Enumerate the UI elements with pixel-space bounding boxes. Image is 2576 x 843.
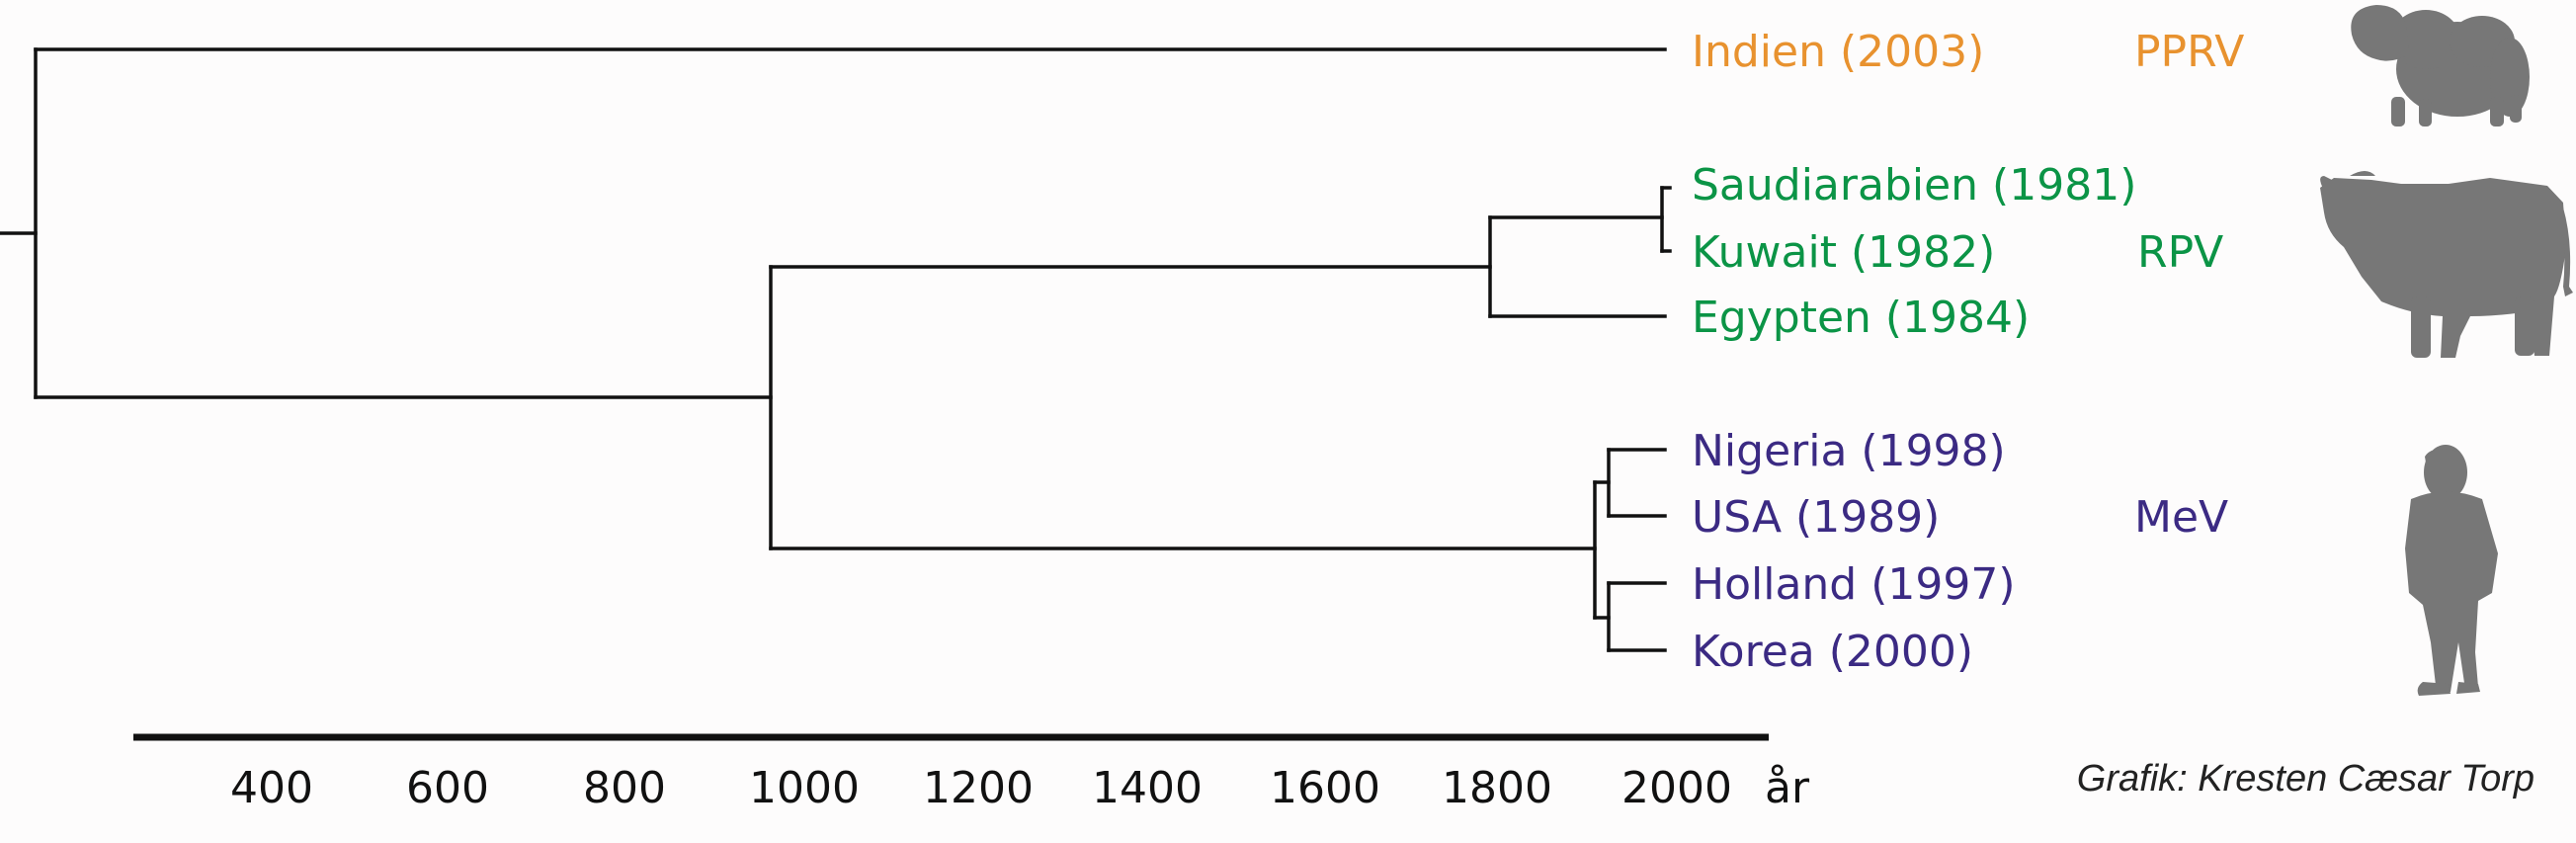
taxon-label-indien: Indien (2003): [1692, 27, 1984, 77]
cow-icon: [2320, 171, 2573, 358]
axis-tick-label: 1600: [1270, 763, 1380, 813]
taxon-label-nigeria: Nigeria (1998): [1692, 426, 2006, 476]
graphic-credit: Grafik: Kresten Cæsar Torp: [2077, 758, 2534, 800]
group-label-rpv: RPV: [2137, 227, 2223, 278]
taxon-label-kuwait: Kuwait (1982): [1692, 227, 1995, 278]
taxon-label-saudiarabien: Saudiarabien (1981): [1692, 160, 2136, 211]
taxon-labels: Indien (2003) Saudiarabien (1981) Kuwait…: [1692, 27, 2136, 677]
axis-unit-label: år: [1765, 763, 1810, 813]
tree-branches: [0, 47, 1672, 652]
axis-tick-label: 1800: [1442, 763, 1552, 813]
axis-tick-label: 2000: [1621, 763, 1732, 813]
axis-tick-label: 600: [406, 763, 489, 813]
sheep-icon: [2351, 5, 2530, 126]
group-label-mev: MeV: [2134, 492, 2228, 543]
taxon-label-egypten: Egypten (1984): [1692, 293, 2030, 343]
axis-tick-label: 1000: [749, 763, 860, 813]
axis-tick-label: 1400: [1092, 763, 1203, 813]
axis-tick-labels: 400 600 800 1000 1200 1400 1600 1800 200…: [230, 763, 1732, 813]
human-icon: [2405, 445, 2498, 696]
time-axis: 400 600 800 1000 1200 1400 1600 1800 200…: [133, 733, 1810, 813]
axis-tick-label: 800: [583, 763, 666, 813]
group-label-pprv: PPRV: [2134, 27, 2244, 77]
axis-tick-label: 400: [230, 763, 313, 813]
taxon-label-usa: USA (1989): [1692, 492, 1940, 543]
axis-tick-label: 1200: [923, 763, 1034, 813]
taxon-label-korea: Korea (2000): [1692, 627, 1973, 677]
taxon-label-holland: Holland (1997): [1692, 559, 2016, 610]
group-labels: PPRV RPV MeV: [2134, 27, 2244, 543]
